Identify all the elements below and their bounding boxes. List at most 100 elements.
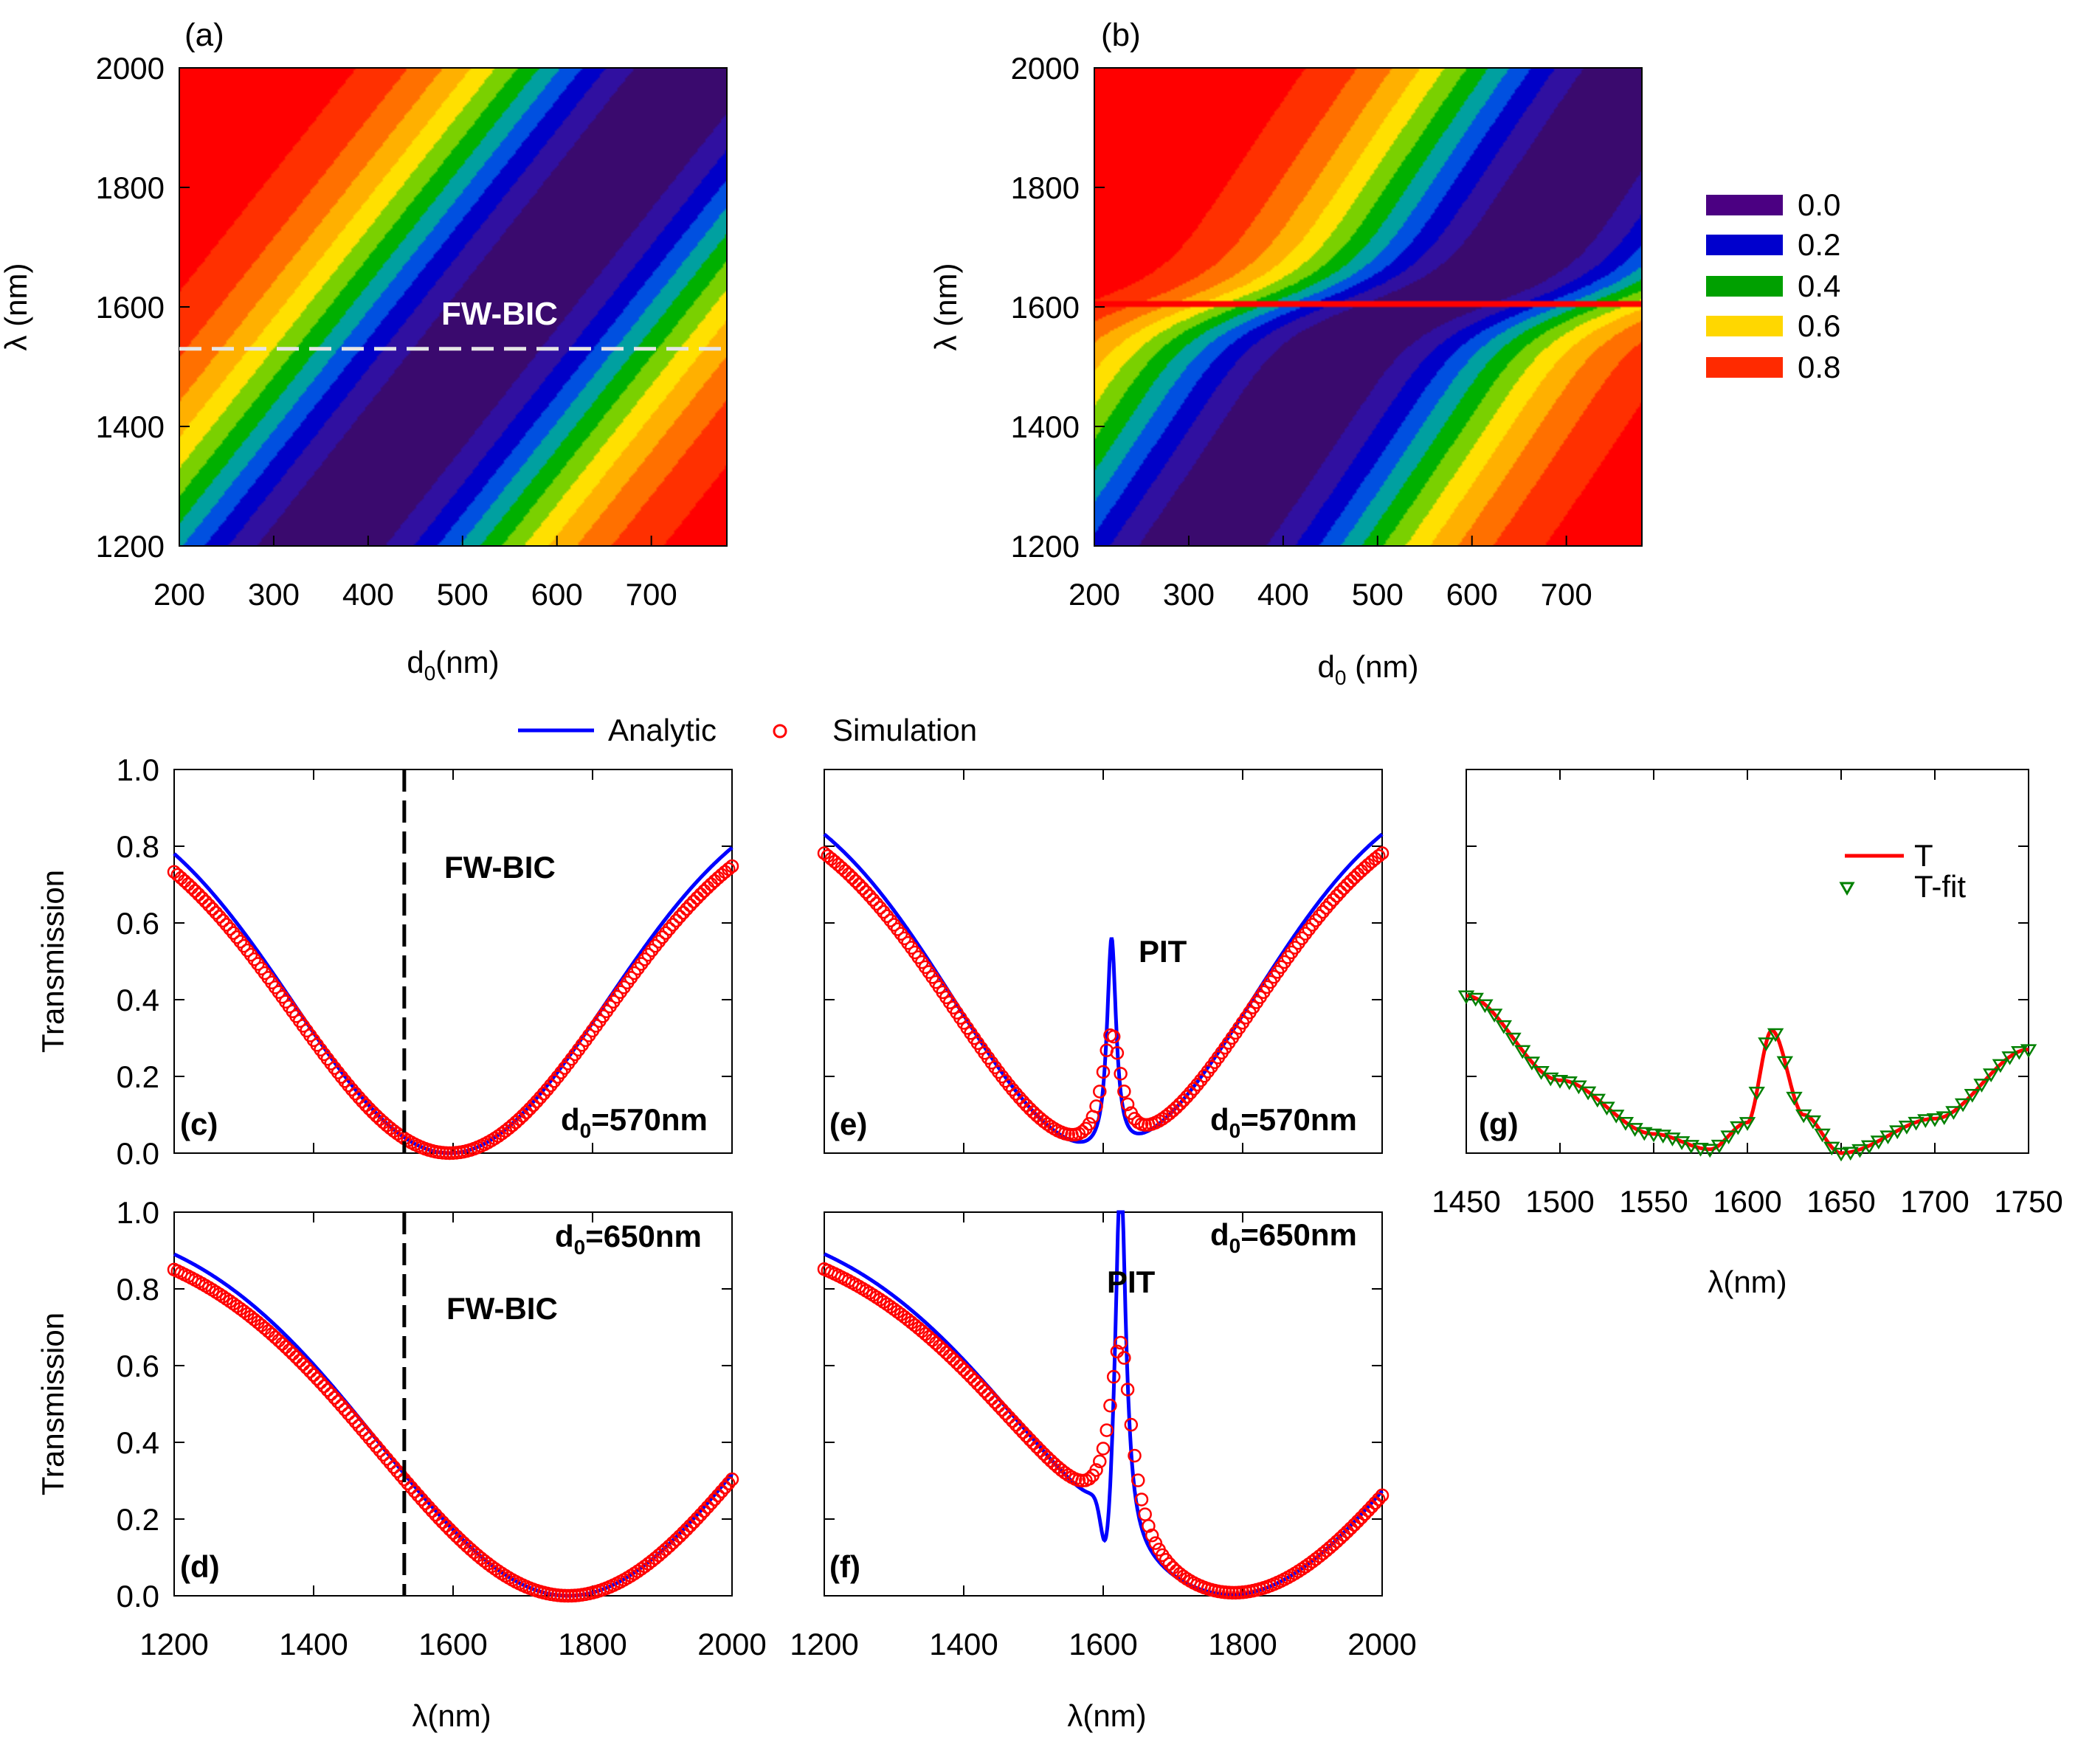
t-fit-point bbox=[1814, 1128, 1831, 1143]
heatmap-b bbox=[1094, 68, 1642, 546]
simulation-point bbox=[838, 864, 852, 878]
panel-e: PIT d0=570nm (e) bbox=[817, 769, 1390, 1154]
simulation-point bbox=[1162, 1557, 1177, 1571]
simulation-point bbox=[1148, 1536, 1163, 1550]
x-tick-label: 1600 bbox=[1713, 1184, 1781, 1219]
simulation-point bbox=[932, 1339, 947, 1354]
simulation-point bbox=[317, 1379, 331, 1394]
t-fit-point bbox=[2001, 1051, 2018, 1065]
panel-a: 200 300 400 500 600 700 1200 1400 1600 1800 2000 (… bbox=[0, 17, 728, 685]
simulation-point bbox=[1005, 1082, 1020, 1097]
simulation-point bbox=[877, 1295, 891, 1309]
simulation-point bbox=[415, 1493, 429, 1507]
simulation-point bbox=[956, 1363, 971, 1377]
y-tick-label: 1400 bbox=[96, 409, 165, 444]
simulation-point bbox=[683, 1518, 697, 1533]
simulation-point bbox=[352, 1090, 366, 1104]
simulation-point bbox=[1089, 1463, 1103, 1477]
simulation-point bbox=[1138, 1507, 1152, 1521]
simulation-point bbox=[995, 1402, 1009, 1417]
x-tick-label: 200 bbox=[153, 577, 205, 612]
simulation-point bbox=[1037, 1447, 1051, 1462]
simulation-point bbox=[669, 913, 683, 928]
simulation-point bbox=[306, 1368, 321, 1383]
simulation-point bbox=[1029, 1440, 1044, 1454]
simulation-point bbox=[446, 1526, 460, 1540]
t-fit-point bbox=[1908, 1116, 1925, 1131]
simulation-point bbox=[334, 1070, 349, 1084]
simulation-point bbox=[849, 874, 863, 888]
simulation-point bbox=[992, 1399, 1006, 1413]
x-tick-label: 600 bbox=[531, 577, 583, 612]
y-tick-label: 0.4 bbox=[117, 1425, 159, 1460]
simulation-point bbox=[1364, 1500, 1379, 1514]
y-tick-label: 0.8 bbox=[117, 1272, 159, 1307]
simulation-point bbox=[355, 1094, 370, 1109]
simulation-point bbox=[286, 1346, 300, 1361]
t-fit-point bbox=[1776, 1056, 1794, 1070]
simulation-point bbox=[425, 1504, 439, 1518]
simulation-point bbox=[314, 1375, 328, 1390]
simulation-point bbox=[282, 1343, 297, 1357]
simulation-point bbox=[383, 1456, 398, 1470]
simulation-point bbox=[866, 893, 880, 907]
simulation-point bbox=[215, 913, 230, 928]
x-tick-label: 1400 bbox=[929, 1627, 998, 1661]
simulation-point bbox=[1350, 867, 1365, 882]
x-tick-label: 1650 bbox=[1806, 1184, 1875, 1219]
simulation-point bbox=[181, 877, 196, 891]
simulation-point bbox=[1089, 1099, 1103, 1113]
simulation-point bbox=[334, 1399, 349, 1413]
simulation-point bbox=[725, 859, 739, 874]
simulation-point bbox=[1131, 1473, 1145, 1487]
simulation-point bbox=[722, 862, 736, 876]
t-fit-point bbox=[1607, 1110, 1625, 1124]
t-fit-point bbox=[1851, 1144, 1868, 1158]
simulation-point bbox=[1333, 885, 1347, 899]
simulation-point bbox=[324, 1387, 338, 1401]
param-label-e: d0=570nm bbox=[1210, 1102, 1357, 1142]
t-fit-point bbox=[1505, 1032, 1522, 1047]
simulation-point bbox=[981, 1388, 995, 1402]
simulation-point bbox=[443, 1522, 457, 1537]
ylabel-b: λ (nm) bbox=[928, 263, 963, 351]
simulation-point bbox=[690, 1511, 704, 1526]
x-tick-label: 1600 bbox=[1069, 1627, 1137, 1661]
simulation-point bbox=[188, 884, 202, 898]
simulation-point bbox=[202, 898, 216, 913]
simulation-point bbox=[869, 896, 884, 911]
panel-label-a: (a) bbox=[184, 17, 224, 53]
param-label-d: d0=650nm bbox=[555, 1219, 702, 1259]
t-fit-point bbox=[1917, 1114, 1934, 1128]
simulation-point bbox=[998, 1406, 1012, 1421]
t-line bbox=[1466, 994, 2029, 1155]
simulation-point bbox=[355, 1422, 370, 1437]
cmap-swatch-2 bbox=[1706, 276, 1783, 297]
simulation-point bbox=[331, 1394, 345, 1409]
simulation-point bbox=[439, 1518, 453, 1533]
simulation-point bbox=[526, 1098, 540, 1113]
axis-ticks-f: 1200 1400 1600 1800 2000 bbox=[790, 1211, 1417, 1661]
axis-ticks-a: 200 300 400 500 600 700 1200 1400 1600 1800 2000 bbox=[96, 51, 677, 612]
panel-label-f: (f) bbox=[829, 1549, 860, 1584]
axis-ticks-c: 0.0 0.2 0.4 0.6 0.8 1.0 bbox=[117, 753, 733, 1171]
annotation-pit-f: PIT bbox=[1107, 1265, 1156, 1299]
simulation-point bbox=[1295, 1562, 1309, 1576]
simulation-point bbox=[191, 888, 206, 902]
simulation-point bbox=[1312, 909, 1327, 923]
simulation-point bbox=[1110, 1045, 1125, 1060]
t-fit-point bbox=[1936, 1111, 1953, 1126]
xlabel-a-unit: (nm) bbox=[435, 645, 499, 679]
simulation-point bbox=[1082, 1472, 1097, 1486]
simulation-point bbox=[1308, 913, 1323, 927]
simulation-point bbox=[1375, 846, 1390, 860]
x-tick-label: 1550 bbox=[1619, 1184, 1688, 1219]
simulation-point bbox=[1103, 1399, 1117, 1413]
simulation-point bbox=[1019, 1098, 1034, 1113]
simulation-point bbox=[1082, 1117, 1097, 1131]
panel-f: 1200 1400 1600 1800 2000 PIT d0=650nm (f) λ(… bbox=[790, 1210, 1417, 1733]
simulation-point bbox=[1159, 1553, 1173, 1567]
t-fit-point bbox=[1692, 1143, 1709, 1157]
analytic-line bbox=[173, 846, 733, 1155]
simulation-point bbox=[680, 1522, 694, 1537]
